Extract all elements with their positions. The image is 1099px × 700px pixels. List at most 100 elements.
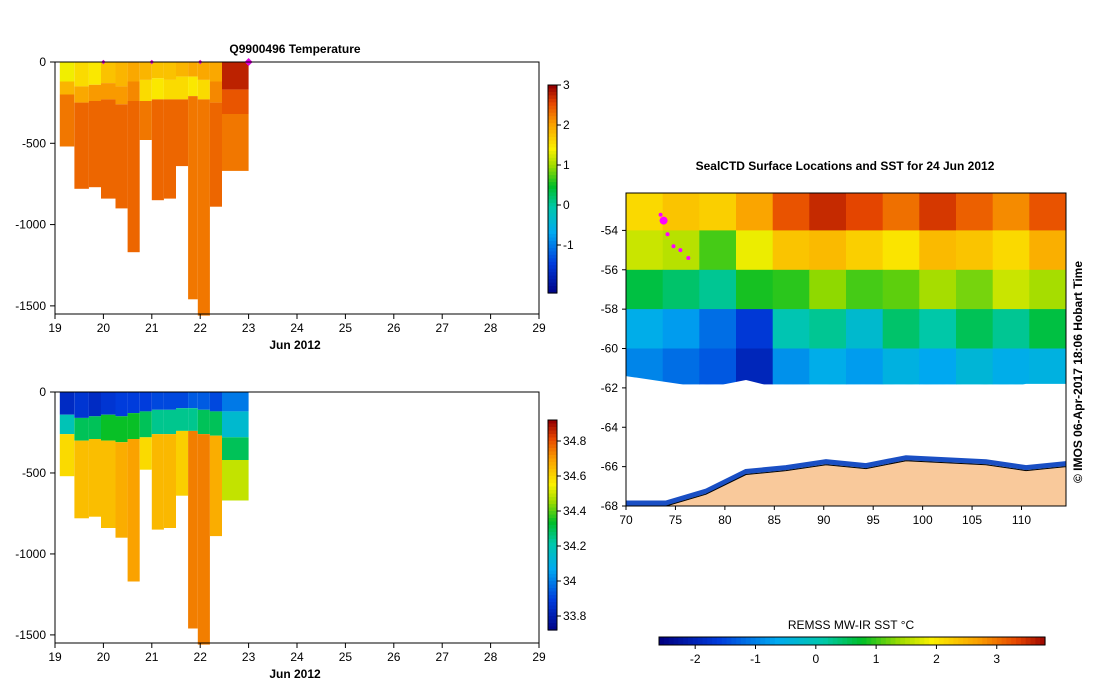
profile-11-layer-0 bbox=[197, 62, 210, 80]
x-tick-label-7: 26 bbox=[387, 650, 401, 664]
profile-9-layer-2 bbox=[176, 430, 189, 496]
colorbar-step-56 bbox=[548, 616, 557, 621]
x-tick-label-5: 24 bbox=[290, 321, 304, 335]
temperature-y-axis: 0 -500 -1000 -1500 bbox=[15, 55, 55, 313]
profile-9-layer-0 bbox=[176, 62, 189, 77]
sst-colorbar-step-24 bbox=[774, 637, 781, 645]
sst-colorbar-step-53 bbox=[914, 637, 921, 645]
colorbar-step-55 bbox=[548, 612, 557, 617]
profile-13-layer-1 bbox=[222, 89, 249, 114]
colorbar-step-9 bbox=[548, 116, 557, 121]
sst-colorbar-step-36 bbox=[832, 637, 839, 645]
sst-colorbar-step-14 bbox=[726, 637, 732, 645]
colorbar-step-36 bbox=[548, 546, 557, 551]
profile-4-layer-0 bbox=[115, 392, 128, 417]
sst-colorbar-step-26 bbox=[784, 637, 790, 645]
y-tick-label-1: -500 bbox=[22, 466, 46, 480]
profile-4-layer-1 bbox=[115, 416, 128, 443]
profile-13-layer-3 bbox=[222, 460, 249, 501]
colorbar-step-7 bbox=[548, 109, 557, 114]
colorbar-step-43 bbox=[548, 570, 557, 575]
track-point-2 bbox=[665, 232, 670, 237]
sst-cell-4-10 bbox=[992, 348, 1030, 385]
colorbar-step-22 bbox=[548, 497, 557, 502]
sst-cell-4-3 bbox=[736, 348, 774, 385]
sst-colorbar-step-18 bbox=[745, 637, 752, 645]
colorbar-step-49 bbox=[548, 591, 557, 596]
profile-1-layer-2 bbox=[74, 440, 89, 519]
profile-7-layer-2 bbox=[151, 99, 164, 201]
colorbar-step-54 bbox=[548, 272, 557, 277]
sst-cell-3-1 bbox=[662, 309, 700, 349]
colorbar-step-17 bbox=[548, 479, 557, 484]
colorbar-tick-label-4: 34.6 bbox=[563, 469, 587, 483]
profile-0-layer-1 bbox=[59, 81, 75, 95]
sst-colorbar-step-35 bbox=[827, 637, 834, 645]
colorbar-step-31 bbox=[548, 192, 557, 197]
colorbar-step-44 bbox=[548, 574, 557, 579]
profile-2-layer-1 bbox=[88, 84, 101, 102]
colorbar-step-1 bbox=[548, 88, 557, 93]
lat-tick-label-5: -64 bbox=[601, 420, 619, 434]
profile-10-layer-2 bbox=[188, 430, 198, 629]
sst-colorbar-step-2 bbox=[668, 637, 675, 645]
profile-6-layer-2 bbox=[139, 437, 152, 470]
colorbar-step-5 bbox=[548, 437, 557, 442]
colorbar-step-15 bbox=[548, 472, 557, 477]
colorbar-step-3 bbox=[548, 95, 557, 100]
profile-3-layer-0 bbox=[101, 62, 116, 84]
profile-5-layer-1 bbox=[127, 413, 140, 439]
y-tick-label-2: -1000 bbox=[15, 218, 46, 232]
profile-2-layer-0 bbox=[88, 62, 101, 85]
lon-tick-label-0: 70 bbox=[619, 513, 633, 527]
sst-cell-3-2 bbox=[699, 309, 737, 349]
sst-colorbar-step-73 bbox=[1011, 637, 1017, 645]
colorbar-step-34 bbox=[548, 539, 557, 544]
x-tick-label-1: 20 bbox=[97, 650, 111, 664]
sst-cell-4-4 bbox=[772, 348, 810, 385]
sst-cell-2-6 bbox=[846, 269, 884, 310]
sst-cell-4-9 bbox=[956, 348, 994, 385]
sst-colorbar-step-54 bbox=[919, 637, 925, 645]
colorbar-step-1 bbox=[548, 423, 557, 428]
profile-3-layer-1 bbox=[101, 414, 116, 441]
x-tick-label-10: 29 bbox=[532, 321, 546, 335]
profile-10-layer-1 bbox=[188, 76, 198, 97]
colorbar-step-56 bbox=[548, 279, 557, 284]
lat-tick-label-2: -58 bbox=[601, 302, 619, 316]
sst-cell-1-5 bbox=[809, 230, 847, 271]
sst-colorbar-step-41 bbox=[856, 637, 863, 645]
colorbar-step-31 bbox=[548, 528, 557, 533]
x-tick-label-2: 21 bbox=[145, 650, 159, 664]
sst-colorbar-step-11 bbox=[712, 637, 718, 645]
colorbar-step-59 bbox=[548, 289, 557, 294]
profile-12-layer-1 bbox=[209, 81, 222, 103]
sst-colorbar-step-66 bbox=[977, 637, 983, 645]
sst-cell-1-4 bbox=[772, 230, 810, 271]
colorbar-step-5 bbox=[548, 102, 557, 107]
profile-8-layer-0 bbox=[163, 392, 176, 410]
profile-8-layer-1 bbox=[163, 79, 176, 100]
x-tick-label-6: 25 bbox=[339, 321, 353, 335]
sst-colorbar-step-5 bbox=[683, 637, 689, 645]
sst-colorbar-step-10 bbox=[707, 637, 713, 645]
profile-7-layer-0 bbox=[151, 392, 164, 410]
colorbar-step-28 bbox=[548, 182, 557, 187]
sst-cell-1-3 bbox=[736, 230, 774, 271]
sst-colorbar-step-9 bbox=[702, 637, 708, 645]
lon-tick-label-3: 85 bbox=[768, 513, 782, 527]
profile-0-layer-2 bbox=[59, 434, 75, 477]
sst-colorbar-step-32 bbox=[813, 637, 819, 645]
colorbar-step-2 bbox=[548, 91, 557, 96]
salinity-x-axis: 19 20 21 22 23 24 25 26 27 28 29 bbox=[48, 643, 546, 664]
colorbar-step-17 bbox=[548, 143, 557, 148]
colorbar-step-19 bbox=[548, 150, 557, 155]
sst-colorbar-step-76 bbox=[1025, 637, 1032, 645]
colorbar-step-16 bbox=[548, 476, 557, 481]
sst-cell-2-10 bbox=[992, 269, 1030, 310]
sst-cell-4-7 bbox=[882, 348, 920, 385]
profile-6-layer-1 bbox=[139, 79, 152, 101]
sst-colorbar-step-44 bbox=[871, 637, 877, 645]
y-tick-label-3: -1500 bbox=[15, 299, 46, 313]
colorbar-step-6 bbox=[548, 105, 557, 110]
